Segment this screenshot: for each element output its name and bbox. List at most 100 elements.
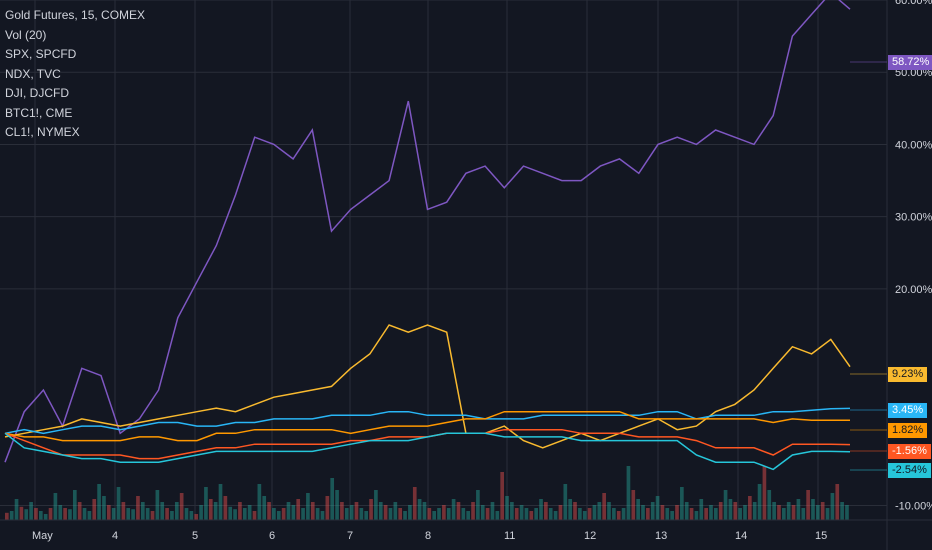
volume-bar [791, 505, 796, 520]
volume-bar [82, 508, 87, 520]
volume-bar [427, 508, 432, 520]
volume-bar [29, 502, 33, 520]
volume-bar [456, 502, 461, 520]
volume-bar [539, 499, 543, 520]
volume-bar [650, 502, 655, 520]
volume-bar [782, 508, 786, 520]
volume-bar [417, 499, 422, 520]
volume-bar [320, 511, 325, 520]
volume-bar [199, 505, 203, 520]
volume-bar [592, 505, 597, 520]
legend-dji[interactable]: DJI, DJCFD [5, 86, 69, 100]
volume-bar [291, 505, 296, 520]
volume-bar [699, 499, 704, 520]
volume-bar [704, 508, 708, 520]
x-tick-label: 14 [735, 530, 747, 542]
y-tick-label: 40.00% [895, 139, 932, 151]
volume-bar [816, 505, 820, 520]
volume-bar [14, 499, 19, 520]
volume-bar [131, 509, 135, 520]
volume-bar [340, 502, 344, 520]
volume-bar [145, 508, 150, 520]
volume-bar [568, 499, 572, 520]
volume-bar [524, 508, 529, 520]
x-tick-label: 12 [584, 530, 596, 542]
volume-bar [825, 508, 830, 520]
volume-bar [631, 490, 636, 520]
volume-bar [184, 508, 189, 520]
volume-bar [9, 511, 14, 520]
volume-bar [718, 502, 723, 520]
volume-bar [194, 514, 199, 520]
volume-bar [330, 478, 335, 520]
volume-bar [160, 502, 165, 520]
volume-bar [238, 502, 242, 520]
volume-bar [820, 502, 825, 520]
volume-bar [344, 508, 349, 520]
legend-spx[interactable]: SPX, SPCFD [5, 47, 77, 61]
volume-bar [92, 499, 97, 520]
volume-bar [553, 511, 558, 520]
volume-bar [607, 502, 611, 520]
volume-bar [796, 499, 801, 520]
legend: Gold Futures, 15, COMEX Vol (20) SPX, SP… [5, 6, 145, 143]
volume-bar [587, 508, 592, 520]
volume-bar [485, 508, 490, 520]
volume-bar [646, 508, 650, 520]
volume-bar [636, 499, 640, 520]
volume-bar [811, 499, 815, 520]
volume-bar [762, 466, 767, 520]
volume-bar [544, 502, 548, 520]
volume-bar [845, 505, 849, 520]
volume-bar [63, 508, 67, 520]
volume-bar [281, 508, 286, 520]
volume-bar [72, 490, 77, 520]
volume-bar [830, 493, 835, 520]
volume-bar [505, 496, 509, 520]
volume-bar [223, 496, 228, 520]
volume-bar [378, 502, 383, 520]
legend-cl[interactable]: CL1!, NYMEX [5, 125, 80, 139]
volume-bar [38, 511, 43, 520]
volume-bar [612, 508, 616, 520]
volume-bar [272, 508, 276, 520]
volume-bar [655, 496, 660, 520]
volume-bar [315, 508, 320, 520]
volume-bar [694, 511, 699, 520]
legend-main-symbol[interactable]: Gold Futures, 15, COMEX [5, 8, 146, 22]
volume-bar [840, 502, 844, 520]
volume-bar [563, 484, 568, 520]
y-tick-label: -10.00% [895, 501, 932, 513]
legend-ndx[interactable]: NDX, TVC [5, 66, 61, 81]
volume-bar [111, 508, 116, 520]
x-tick-label: 4 [112, 530, 118, 542]
volume-bar [597, 502, 602, 520]
volume-bar [660, 505, 665, 520]
volume-bar [388, 508, 393, 520]
volume-bar [772, 502, 776, 520]
last-value-tag-3: 1.82% [888, 423, 928, 438]
volume-bar [529, 511, 534, 520]
volume-bar [412, 487, 417, 520]
volume-bar [446, 508, 451, 520]
volume-bar [233, 509, 237, 520]
volume-bar [714, 508, 718, 520]
volume-bar [170, 511, 174, 520]
legend-volume[interactable]: Vol (20) [5, 27, 47, 42]
volume-bar [58, 505, 63, 520]
volume-bar [349, 505, 354, 520]
legend-btc[interactable]: BTC1!, CME [5, 105, 73, 120]
volume-bar [19, 506, 24, 520]
volume-bar [689, 508, 694, 520]
volume-bar [801, 508, 806, 520]
volume-bar [5, 512, 9, 520]
volume-bar [680, 487, 684, 520]
volume-bar [514, 508, 519, 520]
volume-bar [461, 508, 466, 520]
volume-bar [519, 505, 524, 520]
volume-bar [616, 511, 621, 520]
volume-bar [325, 496, 330, 520]
volume-bar [578, 508, 582, 520]
